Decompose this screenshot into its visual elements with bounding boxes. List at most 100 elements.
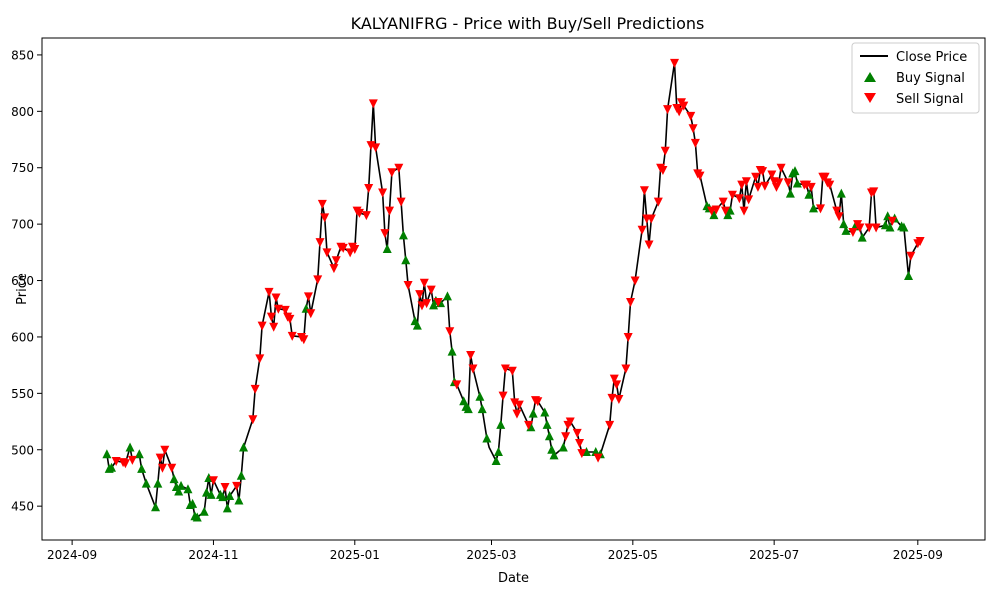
sell-signal-marker xyxy=(623,332,633,342)
y-tick-label: 450 xyxy=(11,500,34,514)
buy-signal-marker xyxy=(475,391,485,401)
buy-signal-marker xyxy=(206,489,216,499)
buy-signal-marker xyxy=(542,419,552,429)
sell-signal-marker xyxy=(848,228,858,238)
buy-signal-marker xyxy=(134,449,144,459)
plot-area xyxy=(41,37,986,541)
y-tick-label: 600 xyxy=(11,330,34,344)
sell-signal-marker xyxy=(364,184,374,194)
sell-signal-marker xyxy=(711,205,721,215)
x-tick-label: 2024-11 xyxy=(188,548,238,562)
sell-signal-marker xyxy=(577,449,587,459)
plot-frame xyxy=(41,37,986,541)
sell-signal-marker xyxy=(621,364,631,374)
buy-signal-marker xyxy=(125,442,135,452)
buy-signal-marker xyxy=(141,478,151,488)
sell-signal-marker xyxy=(887,216,897,226)
sell-signal-marker xyxy=(871,223,881,233)
buy-signal-marker xyxy=(398,230,408,240)
buy-signal-marker xyxy=(792,178,802,188)
x-tick-label: 2024-09 xyxy=(47,548,97,562)
sell-signal-marker xyxy=(751,172,761,182)
sell-signal-marker xyxy=(422,299,432,309)
buy-signal-marker xyxy=(183,484,193,494)
sell-signal-marker xyxy=(760,181,770,191)
sell-signal-marker xyxy=(120,459,130,469)
buy-signal-marker xyxy=(544,431,554,441)
sell-signal-marker xyxy=(612,380,622,390)
sell-signal-marker xyxy=(855,223,865,233)
buy-signal-marker xyxy=(491,456,501,466)
sell-signal-marker xyxy=(644,240,654,250)
buy-signal-marker xyxy=(857,232,867,242)
sell-signal-marker xyxy=(320,213,330,223)
legend-box xyxy=(851,42,980,114)
sell-signal-marker xyxy=(417,301,427,311)
sell-signal-marker xyxy=(572,428,582,438)
sell-signal-marker xyxy=(331,256,341,266)
buy-signal-marker xyxy=(202,487,212,497)
sell-signal-marker xyxy=(637,225,647,235)
legend-label-buy: Buy Signal xyxy=(896,71,965,86)
sell-signal-marker xyxy=(864,223,874,233)
sell-signal-marker xyxy=(744,195,754,205)
legend-buy-swatch xyxy=(864,72,876,82)
sell-signal-marker xyxy=(313,275,323,285)
sell-signal-marker xyxy=(315,238,325,248)
buy-signal-marker xyxy=(880,220,890,230)
buy-signal-series xyxy=(102,166,914,522)
buy-signal-marker xyxy=(174,486,184,496)
sell-signal-marker xyxy=(232,481,242,491)
buy-signal-marker xyxy=(723,210,733,220)
buy-signal-marker xyxy=(151,502,161,512)
sell-signal-marker xyxy=(739,206,749,216)
buy-signal-marker xyxy=(102,449,112,459)
buy-signal-marker xyxy=(137,463,147,473)
buy-signal-marker xyxy=(804,189,814,199)
buy-signal-marker xyxy=(839,219,849,229)
sell-signal-marker xyxy=(387,168,397,178)
sell-signal-marker xyxy=(366,141,376,151)
sell-signal-marker xyxy=(396,197,406,207)
sell-signal-marker xyxy=(758,167,768,177)
sell-signal-marker xyxy=(280,305,290,315)
sell-signal-marker xyxy=(208,476,218,486)
buy-signal-marker xyxy=(558,442,568,452)
legend-label-close: Close Price xyxy=(896,50,967,65)
sell-signal-marker xyxy=(111,457,121,467)
sell-signal-marker xyxy=(614,394,624,404)
sell-signal-marker xyxy=(500,364,510,374)
buy-signal-marker xyxy=(199,506,209,516)
sell-signal-marker xyxy=(915,237,925,247)
x-axis-label: Date xyxy=(498,571,529,586)
sell-signal-marker xyxy=(361,211,371,221)
sell-signal-marker xyxy=(167,463,177,473)
sell-signal-marker xyxy=(609,374,619,384)
buy-signal-marker xyxy=(785,188,795,198)
buy-signal-marker xyxy=(463,404,473,414)
sell-signal-marker xyxy=(160,445,170,455)
sell-signal-marker xyxy=(329,264,339,274)
buy-signal-marker xyxy=(477,404,487,414)
buy-signal-marker xyxy=(429,300,439,310)
y-tick-label: 850 xyxy=(11,48,34,62)
sell-signal-marker xyxy=(127,455,137,465)
sell-signal-marker xyxy=(674,107,684,117)
sell-signal-marker xyxy=(688,124,698,134)
legend-label-sell: Sell Signal xyxy=(896,92,964,107)
sell-signal-marker xyxy=(507,366,517,376)
legend-sell-swatch xyxy=(864,93,876,103)
buy-signal-marker xyxy=(899,222,909,232)
sell-signal-marker xyxy=(660,146,670,156)
buy-signal-marker xyxy=(412,320,422,330)
y-tick-label: 550 xyxy=(11,387,34,401)
sell-signal-marker xyxy=(269,322,279,332)
sell-signal-marker xyxy=(371,143,381,153)
sell-signal-marker xyxy=(575,438,585,448)
legend: Close Price Buy Signal Sell Signal xyxy=(851,42,980,114)
sell-signal-marker xyxy=(368,99,378,109)
sell-signal-marker xyxy=(815,204,825,214)
buy-signal-marker xyxy=(401,255,411,265)
sell-signal-marker xyxy=(426,285,436,295)
